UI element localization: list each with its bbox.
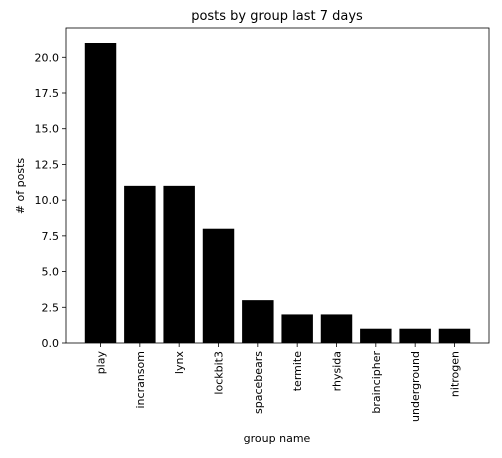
bar	[163, 185, 195, 343]
plot-frame	[65, 27, 490, 344]
y-tick-label: 15.0	[35, 123, 60, 136]
x-tick-label: termite	[291, 351, 304, 391]
x-tick-label: play	[95, 351, 108, 375]
y-tick-label: 5.0	[42, 266, 60, 279]
x-axis-label: group name	[244, 432, 311, 445]
y-tick-label: 2.5	[42, 301, 60, 314]
bar	[124, 185, 156, 343]
x-tick-label: underground	[409, 351, 422, 422]
x-tick-label: spacebears	[252, 351, 265, 414]
bar	[438, 328, 471, 343]
bar	[399, 328, 431, 343]
y-tick-label: 12.5	[35, 158, 60, 171]
x-tick-label: incransom	[134, 351, 147, 409]
x-tick-label: lynx	[173, 351, 186, 375]
bar	[202, 228, 235, 343]
bar	[281, 314, 313, 343]
bar	[360, 328, 392, 343]
x-tick-label: braincipher	[370, 351, 383, 414]
y-tick-label: 0.0	[42, 337, 60, 350]
y-tick-label: 20.0	[35, 51, 60, 64]
y-tick-label: 17.5	[35, 87, 60, 100]
bar	[84, 43, 117, 343]
x-tick-label: nitrogen	[448, 351, 461, 397]
x-tick-label: lockbit3	[213, 351, 226, 395]
bar	[320, 314, 353, 343]
chart-title: posts by group last 7 days	[191, 9, 363, 24]
x-tick-label: rhysida	[330, 351, 343, 391]
y-tick-label: 10.0	[35, 194, 60, 207]
y-tick-label: 7.5	[42, 230, 60, 243]
y-axis-label: # of posts	[14, 158, 27, 215]
bar	[242, 300, 274, 343]
